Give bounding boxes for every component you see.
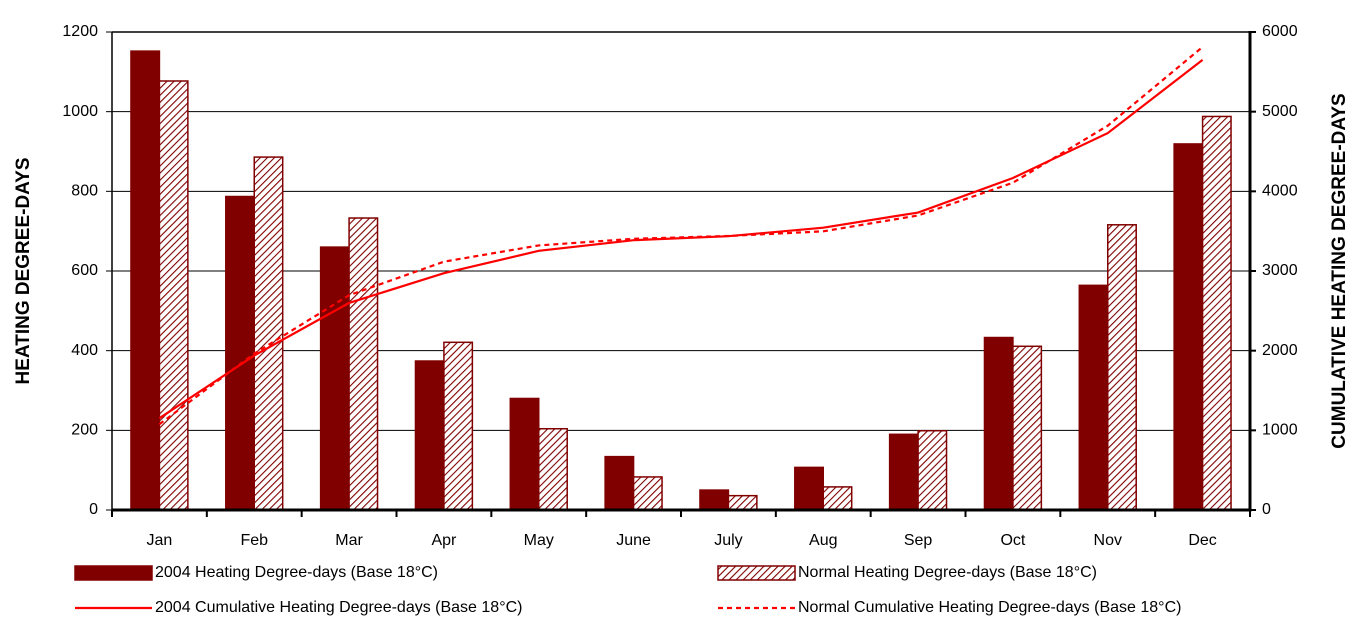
y2-axis-title: CUMULATIVE HEATING DEGREE-DAYS (1329, 93, 1350, 448)
y-tick-label: 0 (89, 501, 98, 518)
bar (632, 476, 663, 511)
x-tick-label: July (714, 532, 742, 549)
bar (253, 156, 284, 511)
y-tick-label: 800 (71, 183, 98, 200)
bar (888, 433, 919, 511)
legend-label: 2004 Cumulative Heating Degree-days (Bas… (155, 599, 522, 616)
legend-label: Normal Cumulative Heating Degree-days (B… (798, 599, 1181, 616)
x-tick-label: Apr (431, 532, 457, 549)
x-tick-label: Feb (240, 532, 268, 549)
legend-swatch (74, 565, 153, 581)
bar (225, 195, 256, 511)
y2-tick-label: 3000 (1262, 262, 1298, 279)
bar (414, 360, 445, 511)
legend-swatch (717, 565, 796, 581)
x-tick-label: Mar (335, 532, 363, 549)
y2-tick-label: 6000 (1262, 23, 1298, 40)
y-tick-label: 400 (71, 342, 98, 359)
bar (319, 246, 350, 511)
y2-tick-label: 4000 (1262, 183, 1298, 200)
bar (1012, 345, 1043, 511)
y2-tick-label: 5000 (1262, 103, 1298, 120)
bar (130, 50, 161, 511)
x-tick-label: May (524, 532, 554, 549)
bar (604, 455, 635, 511)
x-tick-label: Jan (147, 532, 173, 549)
bar (538, 427, 568, 511)
bar (1201, 115, 1232, 511)
bar (917, 429, 948, 511)
bar (983, 336, 1014, 511)
bar (348, 217, 379, 511)
legend-label: Normal Heating Degree-days (Base 18°C) (798, 564, 1097, 581)
bar (1078, 284, 1109, 511)
x-tick-label: Dec (1188, 532, 1216, 549)
bar (727, 494, 758, 511)
y-tick-label: 200 (71, 422, 98, 439)
y2-tick-label: 0 (1262, 501, 1271, 518)
line (158, 59, 1204, 420)
x-tick-label: Sep (904, 532, 933, 549)
bar (509, 397, 540, 511)
y-tick-label: 1000 (62, 103, 98, 120)
line (158, 46, 1204, 426)
bar (822, 486, 853, 511)
y-tick-label: 1200 (62, 23, 98, 40)
bar (1107, 224, 1137, 511)
y-tick-label: 600 (71, 262, 98, 279)
x-tick-label: Aug (809, 532, 837, 549)
bar (443, 341, 474, 511)
y2-tick-label: 2000 (1262, 342, 1298, 359)
y-axis-title: HEATING DEGREE-DAYS (13, 158, 34, 385)
bar (699, 489, 730, 511)
x-tick-label: Nov (1094, 532, 1122, 549)
legend-label: 2004 Heating Degree-days (Base 18°C) (155, 564, 438, 581)
bar (794, 466, 824, 511)
bar (158, 80, 189, 511)
y2-tick-label: 1000 (1262, 422, 1298, 439)
x-tick-label: Oct (1000, 532, 1025, 549)
bar (1173, 143, 1204, 511)
x-tick-label: June (616, 532, 651, 549)
